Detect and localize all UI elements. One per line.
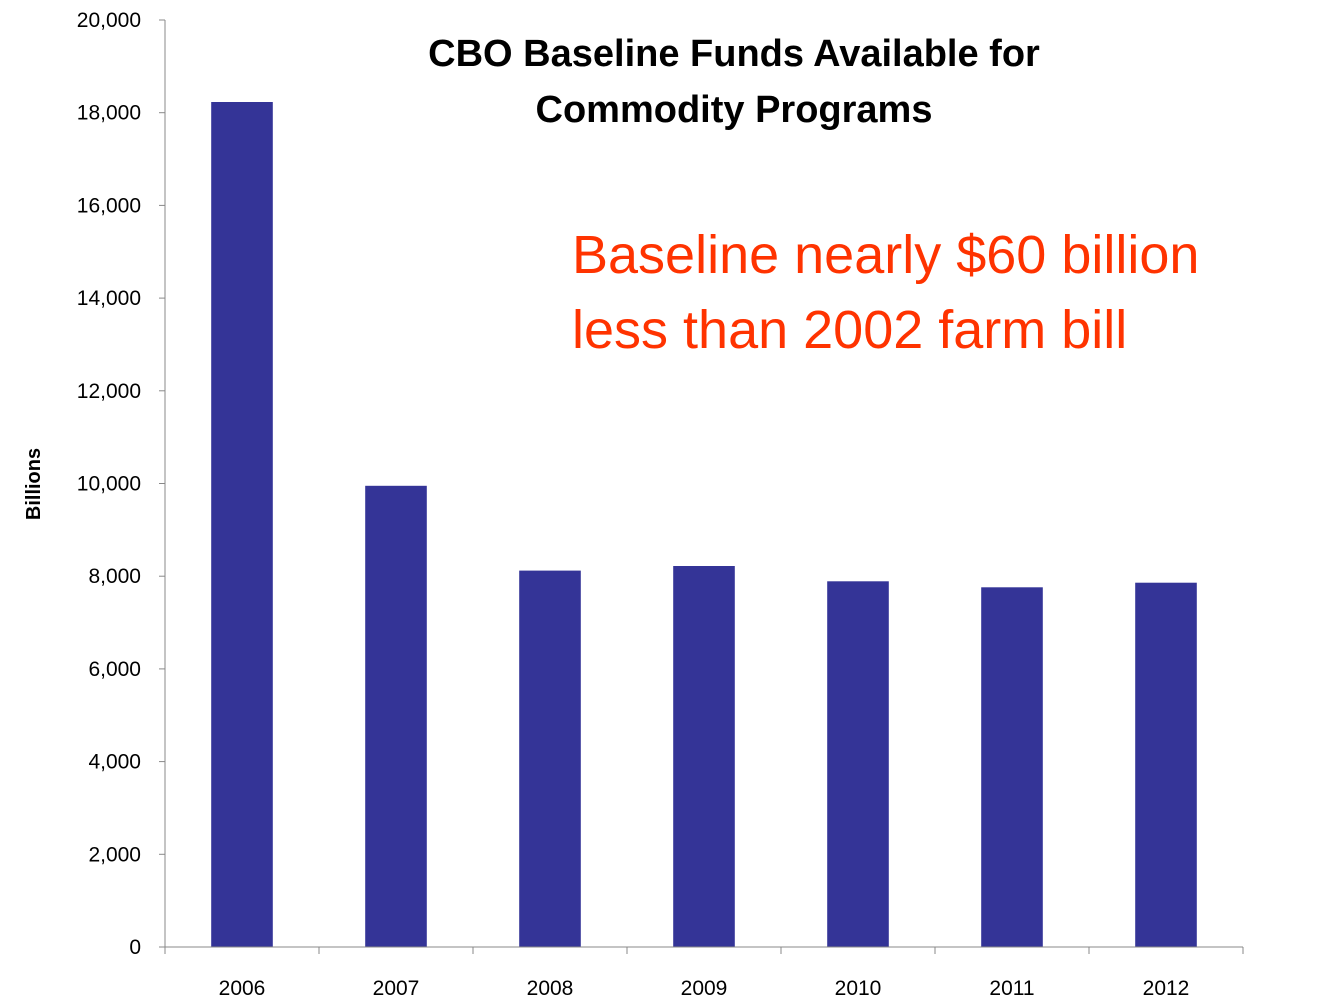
x-tick-label-2006: 2006 bbox=[219, 977, 266, 1000]
y-tick-label: 8,000 bbox=[88, 565, 141, 588]
bar-2012 bbox=[1135, 582, 1197, 947]
y-tick-label: 4,000 bbox=[88, 751, 141, 774]
x-tick-label-2010: 2010 bbox=[835, 977, 882, 1000]
bar-2009 bbox=[673, 566, 735, 947]
y-tick-label: 0 bbox=[129, 936, 141, 959]
y-axis-label: Billions bbox=[23, 448, 45, 520]
bar-2006 bbox=[211, 102, 273, 947]
bars-group bbox=[211, 102, 1197, 947]
bar-2011 bbox=[981, 587, 1043, 947]
bar-2008 bbox=[519, 570, 581, 947]
y-tick-label: 20,000 bbox=[77, 9, 141, 32]
y-tick-label: 18,000 bbox=[77, 102, 141, 125]
bar-2010 bbox=[827, 581, 889, 947]
y-ticks-group: 0 2,000 4,000 6,000 8,000 10,000 12,000 14,000 1… bbox=[77, 9, 165, 959]
x-tick-label-2012: 2012 bbox=[1143, 977, 1190, 1000]
y-tick-label: 14,000 bbox=[77, 287, 141, 310]
y-tick-label: 6,000 bbox=[88, 658, 141, 681]
x-tick-label-2007: 2007 bbox=[373, 977, 420, 1000]
annotation-line-1: Baseline nearly $60 billion bbox=[572, 225, 1199, 285]
bar-2007 bbox=[365, 485, 427, 947]
y-tick-label: 12,000 bbox=[77, 380, 141, 403]
annotation-line-2: less than 2002 farm bill bbox=[572, 300, 1127, 360]
chart-title-line-2: Commodity Programs bbox=[536, 89, 933, 131]
y-tick-label: 10,000 bbox=[77, 473, 141, 496]
x-tick-label-2009: 2009 bbox=[681, 977, 728, 1000]
y-tick-label: 2,000 bbox=[88, 843, 141, 866]
x-ticks-group: 2006 2007 2008 2009 2010 2011 2012 bbox=[164, 947, 1244, 1000]
x-tick-label-2008: 2008 bbox=[527, 977, 574, 1000]
chart-title-line-1: CBO Baseline Funds Available for bbox=[428, 33, 1040, 75]
x-tick-label-2011: 2011 bbox=[989, 977, 1034, 1000]
y-tick-label: 16,000 bbox=[77, 194, 141, 217]
